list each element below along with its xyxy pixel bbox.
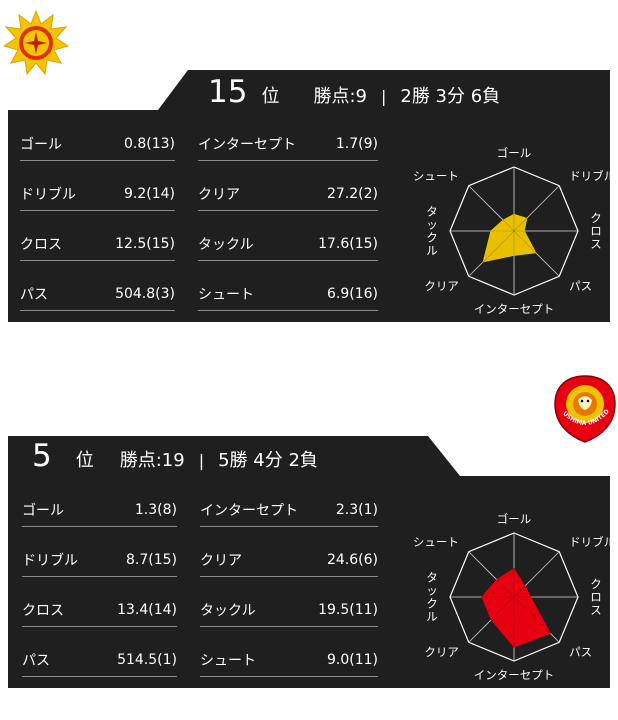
stat-label: インターセプト <box>200 503 298 519</box>
panel-background <box>8 70 610 322</box>
stat-value: 24.6(6) <box>326 552 378 568</box>
stat-label: クロス <box>20 237 62 253</box>
stat-label: ドリブル <box>20 187 76 203</box>
stat-value: 9.0(11) <box>326 652 378 668</box>
rank-number: 15 <box>208 74 248 110</box>
radar-axis-label: シュート <box>413 169 459 183</box>
radar-axis-label: クリア <box>424 279 459 293</box>
stat-label: クリア <box>200 553 242 569</box>
radar-spoke-overlay <box>513 596 560 643</box>
radar-spoke-overlay <box>513 185 560 232</box>
stat-value: 27.2(2) <box>326 186 378 202</box>
stat-value: 0.8(13) <box>123 136 175 152</box>
radar-spoke-overlay <box>468 551 515 598</box>
radar-axis-label: クリア <box>424 645 459 659</box>
rank-number: 5 <box>32 438 52 474</box>
rank-unit: 位 <box>261 86 280 107</box>
radar-spoke-overlay <box>468 185 515 232</box>
stat-row: タックル 17.6(15) <box>198 228 378 261</box>
stat-row: パス 504.8(3) <box>20 278 175 311</box>
radar-axis-label: ドリブル <box>569 169 610 183</box>
stat-value: 19.5(11) <box>318 602 378 618</box>
radar-axis-label: シュート <box>413 535 459 549</box>
stat-row: インターセプト 2.3(1) <box>200 494 378 527</box>
stat-value: 504.8(3) <box>115 286 175 302</box>
stat-row: シュート 6.9(16) <box>198 278 378 311</box>
separator: | <box>380 87 387 106</box>
stat-label: クリア <box>198 187 240 203</box>
stat-value: 514.5(1) <box>117 652 177 668</box>
team1-rank-line: 15 位 勝点:9 | 2勝 3分 6負 <box>208 74 500 114</box>
radar-data-polygon <box>481 568 551 648</box>
stat-row: タックル 19.5(11) <box>200 594 378 627</box>
record: 5勝 4分 2負 <box>218 450 318 471</box>
points: 勝点:19 <box>119 450 185 471</box>
stat-row: クリア 27.2(2) <box>198 178 378 211</box>
stat-label: ドリブル <box>22 553 78 569</box>
team2-panel: 5 位 勝点:19 | 5勝 4分 2負 ゴール 1.3(8) ドリブル 8.7… <box>8 436 610 688</box>
team2-rank-line: 5 位 勝点:19 | 5勝 4分 2負 <box>32 438 318 478</box>
stat-label: ゴール <box>22 503 64 519</box>
stat-row: クロス 13.4(14) <box>22 594 177 627</box>
stat-row: クリア 24.6(6) <box>200 544 378 577</box>
radar-spoke-overlay <box>468 596 515 643</box>
stat-row: ゴール 1.3(8) <box>22 494 177 527</box>
radar-spoke-overlay <box>513 551 560 598</box>
stat-label: タックル <box>198 237 254 253</box>
stat-label: シュート <box>198 287 254 303</box>
stat-row: クロス 12.5(15) <box>20 228 175 261</box>
stat-value: 9.2(14) <box>123 186 175 202</box>
radar-axis-label: パス <box>569 645 592 659</box>
record: 2勝 3分 6負 <box>400 86 501 107</box>
stat-label: パス <box>22 653 50 669</box>
radar-axis-label: タックル <box>426 205 438 258</box>
stat-label: インターセプト <box>198 137 296 153</box>
radar-axis-label: タックル <box>426 571 438 624</box>
team1-logo <box>3 10 69 76</box>
stat-value: 12.5(15) <box>115 236 175 252</box>
radar-axis-label: ゴール <box>497 512 532 526</box>
stat-label: ゴール <box>20 137 62 153</box>
stat-label: シュート <box>200 653 256 669</box>
stat-value: 13.4(14) <box>117 602 177 618</box>
radar-axis-label: パス <box>569 279 592 293</box>
stat-row: ゴール 0.8(13) <box>20 128 175 161</box>
radar-axis-label: クロス <box>590 211 602 251</box>
radar-axis-label: インターセプト <box>474 668 555 682</box>
radar-spoke-overlay <box>513 230 560 277</box>
radar-axis-label: インターセプト <box>474 302 555 316</box>
panel-background <box>8 436 610 688</box>
radar-axis-label: ゴール <box>497 146 532 160</box>
stat-value: 2.3(1) <box>335 502 378 518</box>
stat-value: 8.7(15) <box>125 552 177 568</box>
radar-axis-label: クロス <box>590 577 602 617</box>
team1-panel: 15 位 勝点:9 | 2勝 3分 6負 ゴール 0.8(13) ドリブル 9.… <box>8 70 610 322</box>
stat-row: シュート 9.0(11) <box>200 644 378 677</box>
stat-label: クロス <box>22 603 64 619</box>
radar-axis-label: ドリブル <box>569 535 610 549</box>
stat-row: パス 514.5(1) <box>22 644 177 677</box>
rank-unit: 位 <box>75 450 94 471</box>
team2-logo: FUKUSHIMA UNITED FC <box>551 374 616 443</box>
separator: | <box>198 451 205 470</box>
stat-value: 6.9(16) <box>326 286 378 302</box>
stat-row: ドリブル 8.7(15) <box>22 544 177 577</box>
stat-value: 1.7(9) <box>335 136 378 152</box>
stat-label: タックル <box>200 603 256 619</box>
stat-row: インターセプト 1.7(9) <box>198 128 378 161</box>
points: 勝点:9 <box>313 86 367 107</box>
stat-label: パス <box>20 287 48 303</box>
radar-spoke-overlay <box>468 230 515 277</box>
radar-data-polygon <box>482 213 537 263</box>
stat-row: ドリブル 9.2(14) <box>20 178 175 211</box>
stat-value: 1.3(8) <box>134 502 177 518</box>
stat-value: 17.6(15) <box>318 236 378 252</box>
